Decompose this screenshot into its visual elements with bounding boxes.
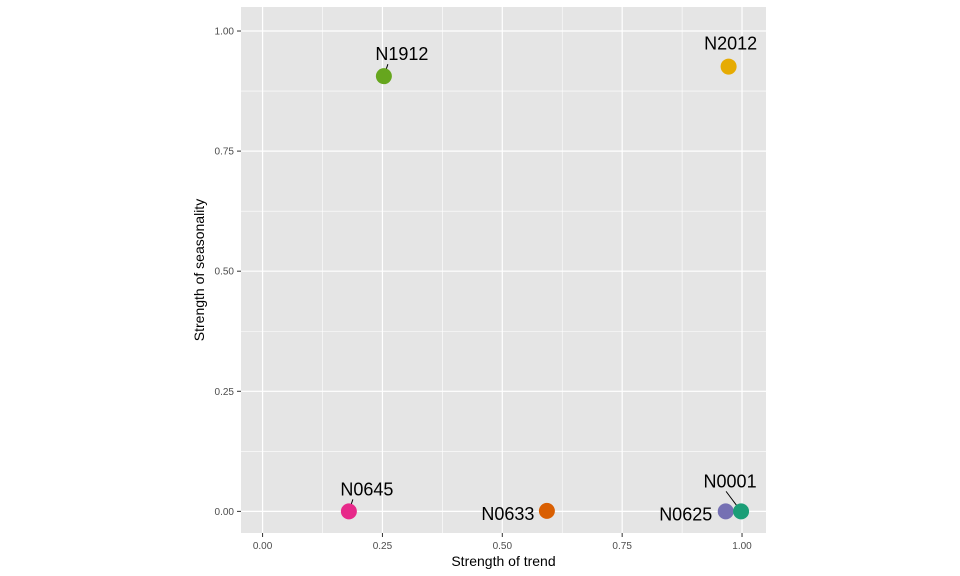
y-tick-label: 1.00 [215, 27, 235, 38]
y-tick-label: 0.25 [215, 387, 235, 398]
x-tick-label: 0.00 [253, 541, 273, 552]
data-point-n0633 [538, 502, 555, 519]
point-label-n0633: N0633 [481, 504, 534, 524]
x-tick-label: 0.25 [373, 541, 393, 552]
point-label-n0625: N0625 [659, 504, 712, 524]
y-tick-label: 0.50 [215, 267, 235, 278]
point-label-n2012: N2012 [704, 34, 757, 54]
point-label-n1912: N1912 [375, 44, 428, 64]
x-axis-title: Strength of trend [451, 553, 555, 569]
x-axis: 0.00 0.25 0.50 0.75 1.00 [253, 533, 752, 552]
data-point-n0645 [340, 503, 357, 520]
plot-panel [241, 7, 766, 533]
x-tick-label: 1.00 [732, 541, 752, 552]
data-points [340, 58, 750, 520]
y-axis: 0.00 0.25 0.50 0.75 1.00 [215, 27, 241, 518]
y-tick-label: 0.75 [215, 147, 235, 158]
data-point-n2012 [720, 58, 737, 75]
minor-gridlines [241, 7, 766, 533]
major-gridlines [241, 7, 766, 533]
point-label-n0001: N0001 [704, 471, 757, 491]
data-point-n1912 [375, 68, 392, 85]
data-point-n0001 [733, 503, 750, 520]
point-labels: N1912 N2012 N0645 N0633 N0625 N0001 [340, 34, 757, 525]
x-tick-label: 0.75 [612, 541, 632, 552]
x-tick-label: 0.50 [493, 541, 513, 552]
point-label-n0645: N0645 [340, 479, 393, 499]
data-point-n0625 [717, 503, 734, 520]
y-axis-title: Strength of seasonality [191, 199, 207, 341]
y-tick-label: 0.00 [215, 507, 235, 518]
